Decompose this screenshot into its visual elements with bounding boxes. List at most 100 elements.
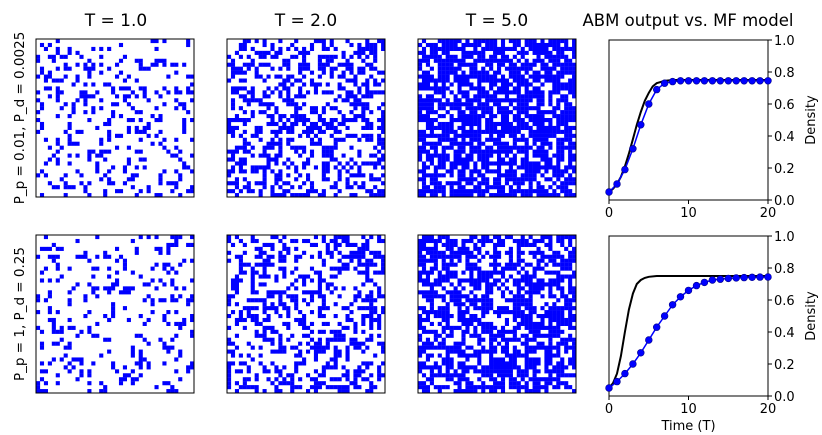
heatmap-cell [568, 278, 573, 283]
heatmap-cell [532, 337, 537, 342]
heatmap-cell [294, 361, 299, 366]
heatmap-cell [548, 238, 553, 244]
heatmap-cell [429, 129, 434, 134]
heatmap-cell [174, 333, 179, 338]
heatmap-cell [453, 298, 458, 303]
heatmap-cell [469, 102, 474, 107]
heatmap-cell [441, 62, 446, 67]
heatmap-cell [508, 377, 513, 382]
heatmap-cell [520, 298, 525, 303]
heatmap-cell [528, 74, 533, 79]
heatmap-cell [182, 121, 187, 127]
heatmap-cell [302, 94, 307, 99]
heatmap-cell [473, 325, 478, 330]
heatmap-cell [290, 161, 295, 166]
heatmap-cell [532, 74, 537, 79]
heatmap-cell [540, 165, 545, 170]
heatmap-cell [282, 246, 287, 251]
heatmap-cell [528, 294, 533, 299]
heatmap-cell [321, 314, 326, 319]
heatmap-cell [465, 106, 470, 111]
heatmap-cell [290, 377, 295, 382]
heatmap-cell [353, 78, 358, 83]
heatmap-cell [227, 341, 232, 346]
heatmap-cell [242, 262, 247, 267]
heatmap-cell [437, 333, 442, 338]
heatmap-cell [282, 306, 287, 311]
heatmap-cell [286, 314, 291, 319]
heatmap-cell [238, 369, 243, 374]
heatmap-cell [465, 258, 470, 263]
heatmap-cell [286, 189, 291, 194]
heatmap-cell [556, 153, 561, 158]
heatmap-cell [377, 90, 382, 95]
heatmap-cell [540, 90, 545, 95]
heatmap-cell [477, 42, 482, 48]
heatmap-cell [500, 42, 506, 48]
heatmap-cell [321, 42, 326, 48]
heatmap-cell [118, 114, 124, 119]
heatmap-cell [457, 325, 462, 330]
heatmap-cell [418, 262, 423, 267]
heatmap-cell [126, 94, 131, 99]
heatmap-cell [429, 254, 434, 259]
heatmap-cell [520, 50, 525, 55]
heatmap-cell [481, 157, 486, 162]
heatmap-cell [369, 110, 374, 115]
heatmap-cell [508, 274, 513, 279]
column-title-2: T = 2.0 [274, 11, 337, 31]
heatmap-cell [282, 62, 287, 67]
heatmap-cell [234, 389, 239, 394]
heatmap-cell [418, 365, 423, 370]
heatmap-cell [497, 149, 502, 154]
heatmap-cell [254, 333, 259, 338]
heatmap-cell [445, 385, 450, 390]
heatmap-cell [520, 102, 525, 107]
heatmap-cell [321, 169, 326, 174]
heatmap-cell [274, 235, 279, 240]
heatmap-cell [516, 353, 521, 358]
heatmap-cell [36, 389, 41, 394]
heatmap-cell [357, 365, 362, 370]
heatmap-cell [469, 50, 474, 55]
heatmap-cell [190, 329, 195, 334]
heatmap-cell [572, 274, 577, 279]
heatmap-cell [329, 254, 334, 259]
heatmap-cell [568, 254, 573, 259]
heatmap-cell [333, 125, 338, 130]
heatmap-cell [477, 141, 482, 146]
heatmap-cell [262, 310, 267, 315]
heatmap-cell [227, 325, 232, 330]
heatmap-cell [556, 235, 561, 240]
heatmap-cell [548, 102, 553, 107]
heatmap-cell [548, 39, 553, 44]
heatmap-cell [540, 254, 545, 259]
heatmap-cell [63, 185, 68, 190]
heatmap-cell [274, 385, 279, 390]
heatmap-cell [361, 102, 366, 107]
heatmap-cell [524, 389, 529, 394]
heatmap-cell [278, 50, 283, 55]
heatmap-cell [461, 102, 466, 107]
heatmap-cell [337, 270, 342, 275]
heatmap-cell [325, 365, 330, 370]
heatmap-cell [477, 341, 482, 346]
heatmap-cell [512, 298, 517, 303]
heatmap-cell [540, 133, 545, 138]
heatmap-cell [242, 42, 247, 48]
heatmap-cell [508, 133, 513, 138]
heatmap-cell [138, 189, 143, 194]
heatmap-cell [556, 325, 561, 330]
heatmap-cell [556, 262, 561, 267]
heatmap-cell [126, 317, 131, 323]
heatmap-cell [377, 321, 382, 326]
heatmap-cell [564, 341, 569, 346]
heatmap-cell [321, 39, 326, 44]
y-tick-label: 0.2 [774, 162, 795, 177]
heatmap-cell [234, 66, 239, 71]
heatmap-cell [524, 314, 529, 319]
heatmap-cell [489, 270, 494, 275]
heatmap-cell [115, 62, 120, 67]
heatmap-cell [174, 310, 179, 315]
heatmap-cell [449, 181, 454, 186]
